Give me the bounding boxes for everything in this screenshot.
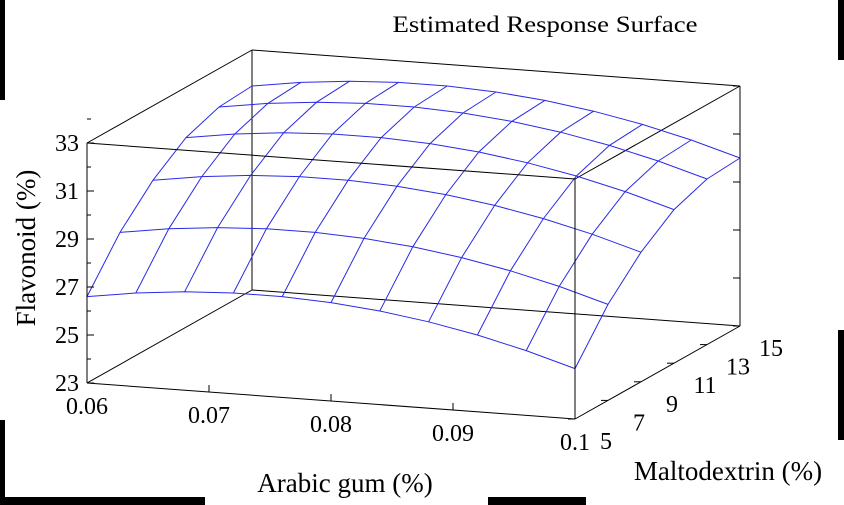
box-edge-left-top (87, 50, 252, 143)
x-tick-label: 0.09 (432, 421, 474, 447)
mesh-line-x (575, 158, 740, 369)
frame-right-mid-bar (838, 330, 844, 440)
back-box-lines (87, 50, 740, 383)
axis-ticks (87, 86, 740, 419)
mesh-line-y (252, 81, 740, 158)
frame-right-upper-bar (838, 0, 844, 60)
x-axis-label: Arabic gum (%) (257, 468, 432, 498)
mesh-line-x (185, 81, 350, 292)
y-axis-label: Maltodextrin (%) (634, 456, 822, 486)
box-edge-left-floor (87, 290, 252, 383)
surface-mesh (87, 81, 740, 368)
chart-title: Estimated Response Surface (393, 12, 698, 37)
box-edge-back-top (252, 50, 740, 86)
mesh-line-x (282, 86, 447, 297)
x-tick-label: 0.1 (560, 430, 590, 456)
z-tick-label: 29 (55, 227, 79, 253)
x-tick-label: 0.08 (310, 412, 352, 438)
mesh-line-x (136, 82, 301, 293)
box-edge-right-top (575, 86, 740, 179)
y-tick-label: 15 (759, 336, 783, 362)
mesh-line-x (331, 92, 496, 303)
mesh-line-x (526, 140, 691, 351)
z-tick-label: 27 (55, 275, 79, 301)
mesh-line-x (87, 86, 252, 297)
z-tick-label: 31 (55, 179, 79, 205)
box-edge-back-floor (252, 290, 740, 326)
y-tick-label: 11 (693, 373, 716, 399)
mesh-line-x (233, 82, 398, 293)
frame-left-upper-bar (0, 0, 5, 100)
y-tick-label: 9 (666, 392, 678, 418)
front-box-lines (87, 143, 740, 419)
x-tick-label: 0.06 (66, 394, 108, 420)
frame-left-lower-bar (0, 420, 5, 505)
mesh-line-y (87, 292, 575, 369)
z-tick-label: 25 (55, 323, 79, 349)
y-tick-label: 13 (726, 355, 750, 381)
z-axis-label: Flavonoid (%) (11, 170, 41, 327)
z-tick-label: 33 (55, 131, 79, 157)
mesh-line-x (380, 100, 545, 311)
mesh-line-x (477, 124, 642, 335)
frame-bottom-mid-bar (488, 497, 586, 505)
mesh-line-y (219, 102, 707, 179)
x-tick-label: 0.07 (188, 403, 230, 429)
y-tick-label: 7 (633, 410, 645, 436)
y-tick-label: 5 (600, 429, 612, 455)
frame-bottom-left-bar (0, 497, 205, 505)
box-edge-front-top (87, 143, 575, 179)
